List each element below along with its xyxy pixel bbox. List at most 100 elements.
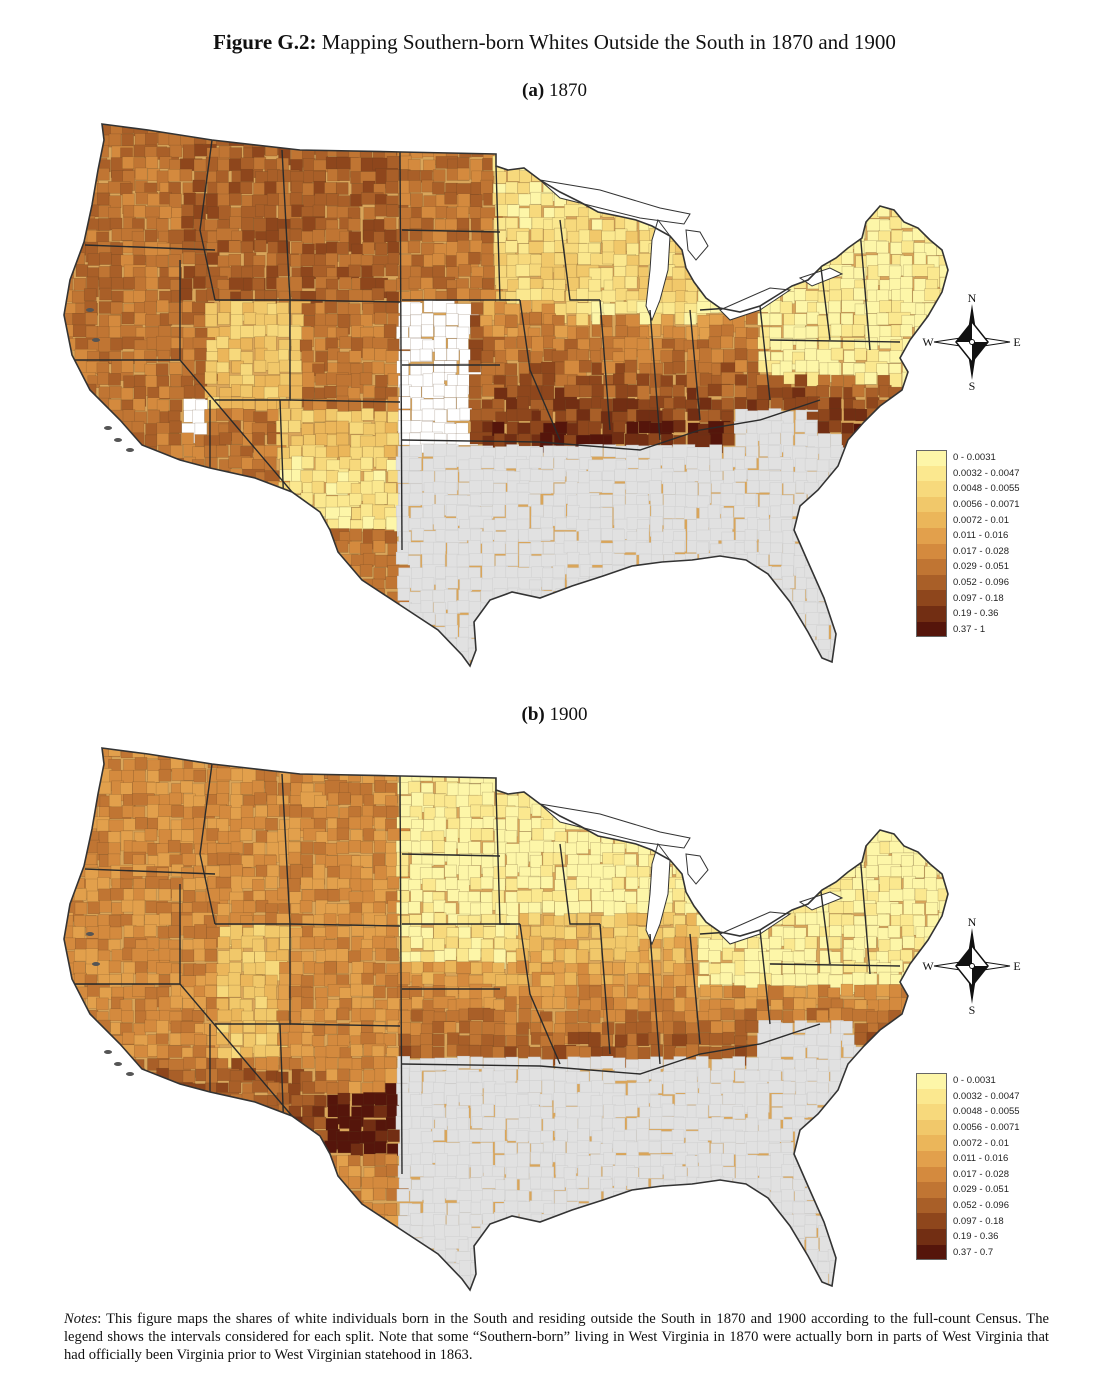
1870-legend-entry: 0.0072 - 0.01 xyxy=(916,512,1020,528)
1900-legend-entry: 0.0056 - 0.0071 xyxy=(916,1119,1020,1136)
compass-rose-1900: NSW E xyxy=(922,916,1020,1016)
1900-legend-swatch xyxy=(916,1166,947,1183)
1900-legend-swatch xyxy=(916,1119,947,1136)
notes-text: : This figure maps the shares of white i… xyxy=(64,1311,1049,1363)
figure-notes: Notes: This figure maps the shares of wh… xyxy=(64,1310,1049,1364)
1870-legend-entry: 0.37 - 1 xyxy=(916,621,1020,638)
panel-b-caption: (b) 1900 xyxy=(0,704,1109,726)
map-1900-coastal-islands xyxy=(86,932,134,1076)
1900-legend-swatch xyxy=(916,1135,947,1151)
1900-legend-entry: 0.011 - 0.016 xyxy=(916,1150,1020,1167)
legend-1870: 0 - 0.0031 0.0032 - 0.0047 0.0048 - 0.0055… xyxy=(916,450,1020,638)
1900-legend-swatch xyxy=(916,1182,947,1198)
1900-legend-entry: 0.052 - 0.096 xyxy=(916,1197,1020,1214)
1900-legend-label: 0 - 0.0031 xyxy=(953,1075,996,1087)
1870-legend-label: 0.011 - 0.016 xyxy=(953,530,1009,542)
compass-rose-1870: N S W E xyxy=(922,292,1020,392)
1870-legend-entry: 0.011 - 0.016 xyxy=(916,527,1020,544)
1900-legend-label: 0.0072 - 0.01 xyxy=(953,1137,1009,1149)
1870-legend-entry: 0.19 - 0.36 xyxy=(916,605,1020,622)
1870-legend-label: 0.029 - 0.051 xyxy=(953,561,1009,573)
figure-label: Figure G.2: xyxy=(213,30,317,54)
1900-legend-label: 0.0048 - 0.0055 xyxy=(953,1106,1020,1118)
1870-legend-label: 0.017 - 0.028 xyxy=(953,545,1009,557)
svg-text:W: W xyxy=(922,335,934,349)
figure-title: Figure G.2: Mapping Southern-born Whites… xyxy=(0,30,1109,55)
1870-legend-swatch xyxy=(916,496,947,513)
1900-legend-entry: 0.37 - 0.7 xyxy=(916,1244,1020,1261)
1900-legend-entry: 0.029 - 0.051 xyxy=(916,1182,1020,1198)
1900-legend-label: 0.37 - 0.7 xyxy=(953,1246,994,1258)
panel-a-label: (a) xyxy=(522,80,545,101)
1870-legend-entry: 0.097 - 0.18 xyxy=(916,590,1020,606)
1870-legend-label: 0.0032 - 0.0047 xyxy=(953,467,1020,479)
1900-legend-label: 0.097 - 0.18 xyxy=(953,1215,1004,1227)
panel-b-label: (b) xyxy=(521,704,545,725)
1900-legend-swatch xyxy=(916,1197,947,1214)
map-1870 xyxy=(63,123,949,668)
1900-legend-swatch xyxy=(916,1073,947,1089)
1870-legend-swatch xyxy=(916,527,947,544)
1870-legend-entry: 0.0032 - 0.0047 xyxy=(916,465,1020,482)
1900-legend-label: 0.0056 - 0.0071 xyxy=(953,1122,1020,1134)
1870-legend-entry: 0.017 - 0.028 xyxy=(916,543,1020,560)
1900-legend-label: 0.19 - 0.36 xyxy=(953,1231,999,1243)
1900-legend-entry: 0.097 - 0.18 xyxy=(916,1213,1020,1229)
1870-legend-label: 0.097 - 0.18 xyxy=(953,592,1004,604)
1870-legend-swatch xyxy=(916,481,947,497)
1870-legend-swatch xyxy=(916,450,947,466)
1900-legend-label: 0.017 - 0.028 xyxy=(953,1168,1009,1180)
1900-legend-swatch xyxy=(916,1150,947,1167)
1900-legend-swatch xyxy=(916,1228,947,1245)
svg-text:N: N xyxy=(968,292,977,305)
1870-legend-swatch xyxy=(916,559,947,575)
1870-legend-label: 0.052 - 0.096 xyxy=(953,577,1009,589)
1870-legend-entry: 0.052 - 0.096 xyxy=(916,574,1020,591)
1900-legend-label: 0.0032 - 0.0047 xyxy=(953,1090,1020,1102)
legend-1900: 0 - 0.0031 0.0032 - 0.0047 0.0048 - 0.0055… xyxy=(916,1073,1020,1261)
map-1870-coastal-islands xyxy=(86,308,134,452)
figure-title-text: Mapping Southern-born Whites Outside the… xyxy=(321,30,896,54)
map-1870-county-layer xyxy=(64,124,948,666)
1870-legend-swatch xyxy=(916,574,947,591)
1900-legend-swatch xyxy=(916,1244,947,1261)
1900-legend-swatch xyxy=(916,1104,947,1120)
1900-legend-entry: 0.0072 - 0.01 xyxy=(916,1135,1020,1151)
1870-legend-swatch xyxy=(916,590,947,606)
panel-a-caption: (a) 1870 xyxy=(0,80,1109,102)
1900-legend-swatch xyxy=(916,1088,947,1105)
1900-legend-entry: 0.0032 - 0.0047 xyxy=(916,1088,1020,1105)
1870-legend-entry: 0.029 - 0.051 xyxy=(916,559,1020,575)
1870-legend-swatch xyxy=(916,512,947,528)
1870-legend-label: 0.0072 - 0.01 xyxy=(953,514,1009,526)
1900-legend-label: 0.052 - 0.096 xyxy=(953,1200,1009,1212)
svg-text:S: S xyxy=(969,379,976,392)
map-1870-country-outline xyxy=(63,123,949,668)
1870-legend-swatch xyxy=(916,465,947,482)
1900-legend-label: 0.029 - 0.051 xyxy=(953,1184,1009,1196)
1900-legend-entry: 0.19 - 0.36 xyxy=(916,1228,1020,1245)
map-1900-country-outline xyxy=(63,747,949,1292)
1870-legend-label: 0 - 0.0031 xyxy=(953,452,996,464)
map-1900-county-layer xyxy=(64,748,948,1290)
panel-b-year: 1900 xyxy=(549,704,588,725)
1870-legend-swatch xyxy=(916,605,947,622)
1870-legend-entry: 0.0056 - 0.0071 xyxy=(916,496,1020,513)
1900-legend-swatch xyxy=(916,1213,947,1229)
1870-legend-entry: 0.0048 - 0.0055 xyxy=(916,481,1020,497)
notes-label: Notes xyxy=(64,1311,98,1327)
1870-legend-swatch xyxy=(916,621,947,638)
1870-legend-label: 0.0056 - 0.0071 xyxy=(953,499,1020,511)
1870-legend-entry: 0 - 0.0031 xyxy=(916,450,1020,466)
panel-a-year: 1870 xyxy=(548,80,587,101)
svg-text:E: E xyxy=(1013,335,1020,349)
1900-legend-entry: 0.0048 - 0.0055 xyxy=(916,1104,1020,1120)
1870-legend-swatch xyxy=(916,543,947,560)
1900-legend-entry: 0.017 - 0.028 xyxy=(916,1166,1020,1183)
1870-legend-label: 0.37 - 1 xyxy=(953,623,986,635)
map-1900 xyxy=(63,747,949,1292)
1900-legend-entry: 0 - 0.0031 xyxy=(916,1073,1020,1089)
1870-legend-label: 0.0048 - 0.0055 xyxy=(953,483,1020,495)
1900-legend-label: 0.011 - 0.016 xyxy=(953,1153,1009,1165)
1870-legend-label: 0.19 - 0.36 xyxy=(953,608,999,620)
